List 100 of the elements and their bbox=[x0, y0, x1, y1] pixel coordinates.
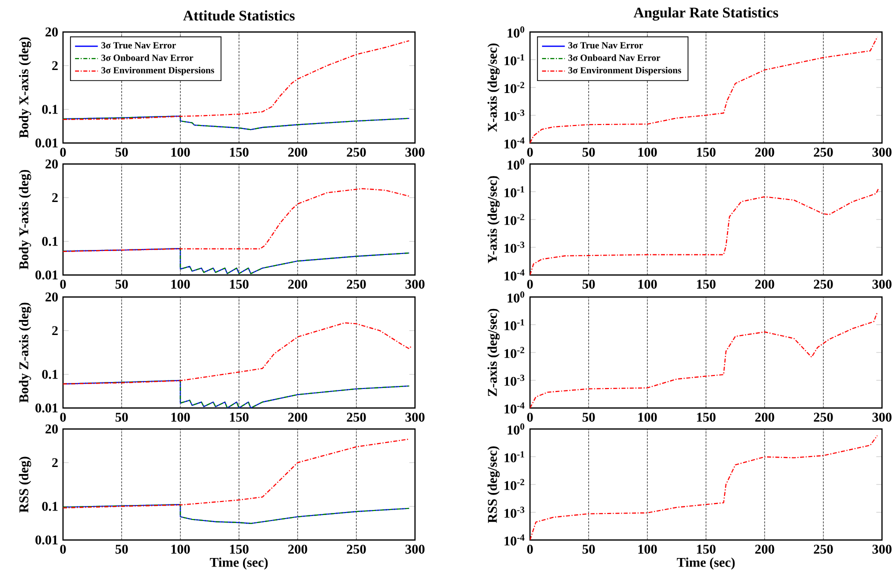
y-tick-label: 10$^{-1}$ bbox=[504, 186, 524, 198]
x-tick-label: 300 bbox=[872, 412, 892, 422]
x-tick-label: 0 bbox=[527, 148, 533, 157]
x-tick-label: 50 bbox=[582, 148, 595, 157]
x-axis-title: Time (sec) bbox=[210, 558, 268, 570]
y-tick-label: 20 bbox=[46, 27, 58, 36]
y-tick-label: 0.01 bbox=[35, 270, 58, 280]
y-tick-label: 10$^{-1}$ bbox=[504, 319, 524, 330]
y-tick-label: 0.1 bbox=[42, 236, 58, 246]
y-tick-label: 10$^{-2}$ bbox=[504, 478, 524, 490]
x-tick-label: 250 bbox=[814, 412, 833, 422]
x-tick-label: 100 bbox=[638, 280, 657, 289]
y-tick-label: 10$^{-4}$ bbox=[504, 402, 524, 414]
x-tick-label: 250 bbox=[814, 280, 833, 289]
line-series bbox=[63, 322, 412, 384]
y-tick-label: 10$^{0}$ bbox=[508, 158, 524, 170]
x-tick-label: 250 bbox=[346, 280, 366, 289]
x-tick-label: 300 bbox=[872, 148, 892, 157]
y-tick-label: 2 bbox=[52, 61, 58, 70]
legend-label: 3σ Environment Dispersions bbox=[101, 66, 214, 76]
y-tick-label: 10$^{0}$ bbox=[508, 26, 524, 38]
x-tick-label: 250 bbox=[346, 412, 366, 422]
y-tick-label: 20 bbox=[46, 159, 58, 168]
line-series bbox=[63, 438, 410, 508]
y-tick-label: 0.1 bbox=[42, 502, 58, 511]
y-axis-title: RSS (deg) bbox=[18, 456, 32, 513]
y-tick-label: 10$^{-2}$ bbox=[504, 214, 524, 226]
y-tick-label: 10$^{-3}$ bbox=[504, 506, 524, 518]
x-tick-label: 300 bbox=[406, 412, 424, 422]
x-tick-label: 100 bbox=[638, 544, 657, 554]
line-series bbox=[62, 40, 410, 120]
x-tick-label: 50 bbox=[116, 544, 128, 554]
y-tick-label: 10$^{-2}$ bbox=[504, 82, 524, 94]
chart-title: Angular Rate Statistics bbox=[634, 7, 778, 21]
y-tick-label: 10$^{-4}$ bbox=[504, 534, 524, 546]
x-tick-label: 300 bbox=[872, 544, 892, 554]
y-tick-label: 10$^{0}$ bbox=[508, 291, 524, 303]
x-axis-title: Time (sec) bbox=[676, 558, 735, 570]
y-axis-title: Body Z-axis (deg) bbox=[18, 302, 32, 403]
y-tick-label: 0.1 bbox=[42, 104, 58, 114]
x-tick-label: 200 bbox=[755, 148, 774, 157]
y-tick-label: 10$^{-3}$ bbox=[504, 242, 524, 253]
line-series bbox=[530, 435, 878, 540]
y-tick-label: 0.01 bbox=[35, 138, 58, 148]
x-tick-label: 0 bbox=[60, 544, 66, 554]
y-tick-label: 0.1 bbox=[42, 370, 58, 379]
x-tick-label: 50 bbox=[116, 280, 128, 289]
x-tick-label: 300 bbox=[406, 280, 424, 289]
x-tick-label: 0 bbox=[60, 148, 66, 157]
y-tick-label: 2 bbox=[52, 458, 58, 468]
y-tick-label: 10$^{-1}$ bbox=[504, 54, 524, 66]
x-tick-label: 150 bbox=[230, 412, 249, 422]
y-tick-label: 20 bbox=[46, 292, 58, 302]
x-tick-label: 0 bbox=[527, 544, 533, 554]
x-tick-label: 150 bbox=[697, 412, 716, 422]
x-tick-label: 0 bbox=[527, 280, 533, 289]
legend-label: 3σ Environment Dispersions bbox=[568, 66, 682, 76]
legend-label: 3σ True Nav Error bbox=[101, 42, 176, 48]
y-axis-title: Body Y-axis (deg) bbox=[18, 170, 32, 270]
x-tick-label: 150 bbox=[697, 544, 716, 554]
line-series bbox=[530, 312, 878, 408]
y-axis-title: Z-axis (deg/sec) bbox=[487, 308, 500, 396]
x-tick-label: 250 bbox=[346, 148, 366, 157]
x-tick-label: 100 bbox=[171, 544, 190, 554]
legend-label: 3σ Onboard Nav Error bbox=[101, 54, 194, 61]
line-series bbox=[529, 36, 878, 144]
y-tick-label: 10$^{-4}$ bbox=[504, 137, 524, 149]
y-axis-title: RSS (deg/sec) bbox=[487, 446, 500, 523]
x-tick-label: 300 bbox=[406, 544, 424, 554]
x-tick-label: 200 bbox=[755, 544, 774, 554]
x-tick-label: 0 bbox=[527, 412, 533, 422]
x-tick-label: 300 bbox=[406, 148, 424, 157]
x-tick-label: 150 bbox=[230, 148, 249, 157]
x-tick-label: 200 bbox=[288, 544, 308, 554]
x-tick-label: 50 bbox=[116, 148, 128, 157]
y-tick-label: 10$^{-1}$ bbox=[504, 451, 524, 462]
y-tick-label: 10$^{-3}$ bbox=[504, 374, 524, 386]
x-tick-label: 100 bbox=[171, 280, 190, 289]
chart-title: Attitude Statistics bbox=[183, 10, 295, 21]
line-series bbox=[530, 188, 880, 275]
y-tick-label: 0.01 bbox=[35, 535, 58, 545]
y-axis-title: X-axis (deg/sec) bbox=[487, 43, 500, 132]
line-series bbox=[63, 248, 410, 274]
line-series bbox=[63, 188, 410, 252]
x-tick-label: 100 bbox=[638, 412, 657, 422]
x-tick-label: 200 bbox=[288, 148, 308, 157]
x-tick-label: 300 bbox=[872, 280, 892, 289]
x-tick-label: 50 bbox=[582, 544, 595, 554]
x-tick-label: 200 bbox=[288, 280, 308, 289]
legend-label: 3σ True Nav Error bbox=[568, 42, 643, 48]
x-tick-label: 100 bbox=[171, 148, 190, 157]
y-tick-label: 10$^{-2}$ bbox=[504, 346, 524, 358]
x-tick-label: 200 bbox=[288, 412, 308, 422]
y-tick-label: 10$^{0}$ bbox=[508, 423, 524, 435]
x-tick-label: 100 bbox=[638, 148, 657, 157]
x-tick-label: 250 bbox=[346, 544, 366, 554]
x-tick-label: 0 bbox=[60, 412, 66, 422]
x-tick-label: 200 bbox=[755, 280, 774, 289]
x-tick-label: 150 bbox=[697, 280, 716, 289]
legend-label: 3σ Onboard Nav Error bbox=[568, 54, 660, 61]
